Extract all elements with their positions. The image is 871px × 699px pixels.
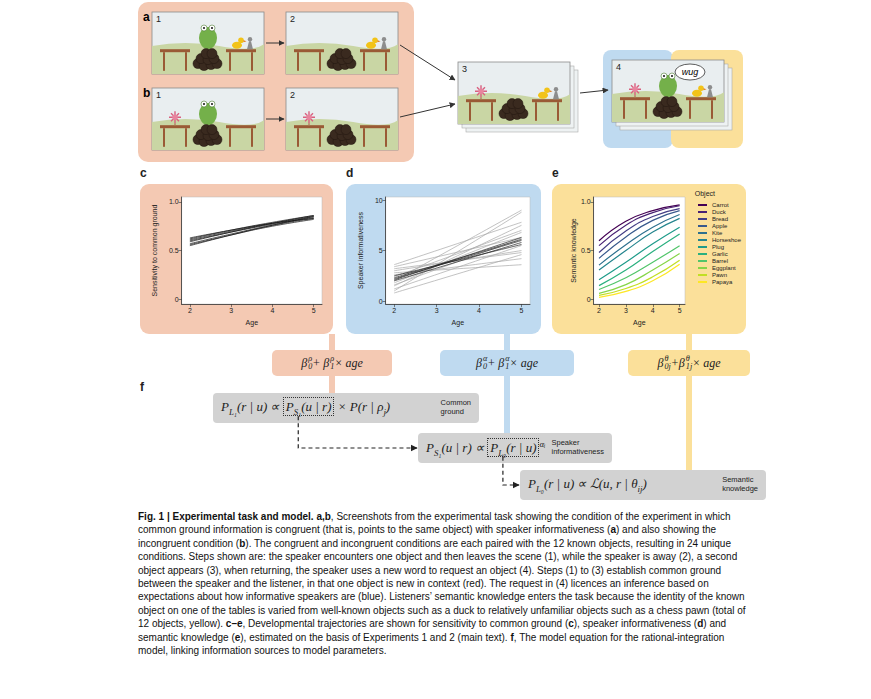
svg-text:5: 5 <box>379 247 383 254</box>
html-text:0+ βρ: 0+ βρ <box>308 353 335 371</box>
html-text:informativeness: informativeness <box>551 447 604 456</box>
svg-text:1: 1 <box>156 14 161 24</box>
svg-text:Carrot: Carrot <box>712 202 729 208</box>
svg-text:Horseshoe: Horseshoe <box>712 237 742 243</box>
svg-text:Age: Age <box>246 319 259 327</box>
svg-text:wug: wug <box>682 67 699 77</box>
html-text:e: e <box>552 166 559 180</box>
svg-text:Barrel: Barrel <box>712 258 728 264</box>
svg-text:2: 2 <box>188 307 192 314</box>
svg-text:Object: Object <box>695 190 715 198</box>
svg-text:Plug: Plug <box>712 244 724 250</box>
svg-text:Papaya: Papaya <box>712 279 733 285</box>
html-text:1× age: 1× age <box>330 355 363 371</box>
html-text:Speaker: Speaker <box>551 438 580 448</box>
html-text:1× age: 1× age <box>505 355 538 371</box>
svg-text:b: b <box>143 86 150 100</box>
svg-text:4: 4 <box>651 307 655 314</box>
svg-text:Semantic knowledge: Semantic knowledge <box>570 218 578 283</box>
html-text:βρ: βρ <box>301 353 313 370</box>
html-text:ground: ground <box>440 407 464 416</box>
svg-text:4: 4 <box>477 307 481 314</box>
svg-text:Speaker informativeness: Speaker informativeness <box>357 212 365 290</box>
svg-text:2: 2 <box>597 307 601 314</box>
svg-text:5: 5 <box>520 307 524 314</box>
svg-text:3: 3 <box>435 307 439 314</box>
svg-text:1.0: 1.0 <box>581 198 591 205</box>
svg-text:Eggplant: Eggplant <box>712 265 736 271</box>
svg-text:Pawn: Pawn <box>712 272 727 278</box>
svg-text:10: 10 <box>375 197 383 204</box>
html-text:PS₁(u | r) ∝ PL₀(r | u)αᵢ: PS₁(u | r) ∝ PL₀(r | u)αᵢ <box>426 438 546 458</box>
html-text:PL₁(r | u) ∝ PS₁(u | r) × P(r: PL₁(r | u) ∝ PS₁(u | r) × P(r | ρj) <box>221 399 391 417</box>
svg-text:0: 0 <box>175 296 179 303</box>
html-text:f: f <box>140 380 144 394</box>
svg-text:0.5: 0.5 <box>169 247 179 254</box>
svg-text:4: 4 <box>271 307 275 314</box>
svg-text:5: 5 <box>678 307 682 314</box>
svg-text:Kite: Kite <box>712 230 723 236</box>
svg-text:2: 2 <box>290 90 295 100</box>
svg-text:Bread: Bread <box>712 216 728 222</box>
svg-text:5: 5 <box>312 307 316 314</box>
html-text:βα: βα <box>476 353 488 370</box>
svg-text:Age: Age <box>633 319 646 327</box>
html-text:Fig. 1 | Experimental task and: Fig. 1 | Experimental task and model. a,… <box>138 511 746 657</box>
svg-text:Duck: Duck <box>712 209 727 215</box>
html-text:1j× age: 1j× age <box>685 355 721 371</box>
html-text:c: c <box>140 166 147 180</box>
svg-text:Age: Age <box>452 319 465 327</box>
svg-text:Apple: Apple <box>712 223 728 229</box>
html-text:PL₀(r | u) ∝ ℒ(u, r | θij): PL₀(r | u) ∝ ℒ(u, r | θij) <box>528 476 647 494</box>
html-text:knowledge: knowledge <box>722 484 758 493</box>
svg-text:1: 1 <box>156 90 161 100</box>
html-text:Semantic: Semantic <box>722 475 754 485</box>
svg-text:3: 3 <box>229 307 233 314</box>
html-text:βθ: βθ <box>657 353 669 370</box>
svg-text:1.0: 1.0 <box>169 198 179 205</box>
svg-text:Garlic: Garlic <box>712 251 728 257</box>
svg-text:0: 0 <box>587 296 591 303</box>
html-text:0j+βθ: 0j+βθ <box>664 353 690 371</box>
svg-text:Sensitivity to common ground: Sensitivity to common ground <box>151 205 159 297</box>
svg-text:3: 3 <box>462 64 467 74</box>
html-text:Common: Common <box>440 398 471 408</box>
svg-text:0.5: 0.5 <box>581 247 591 254</box>
svg-text:2: 2 <box>290 14 295 24</box>
svg-text:2: 2 <box>392 307 396 314</box>
html-text:0+ βα: 0+ βα <box>483 353 510 371</box>
svg-text:0: 0 <box>379 298 383 305</box>
html-text:d: d <box>346 166 354 180</box>
svg-text:4: 4 <box>616 62 621 72</box>
svg-text:a: a <box>143 10 150 24</box>
svg-text:3: 3 <box>624 307 628 314</box>
